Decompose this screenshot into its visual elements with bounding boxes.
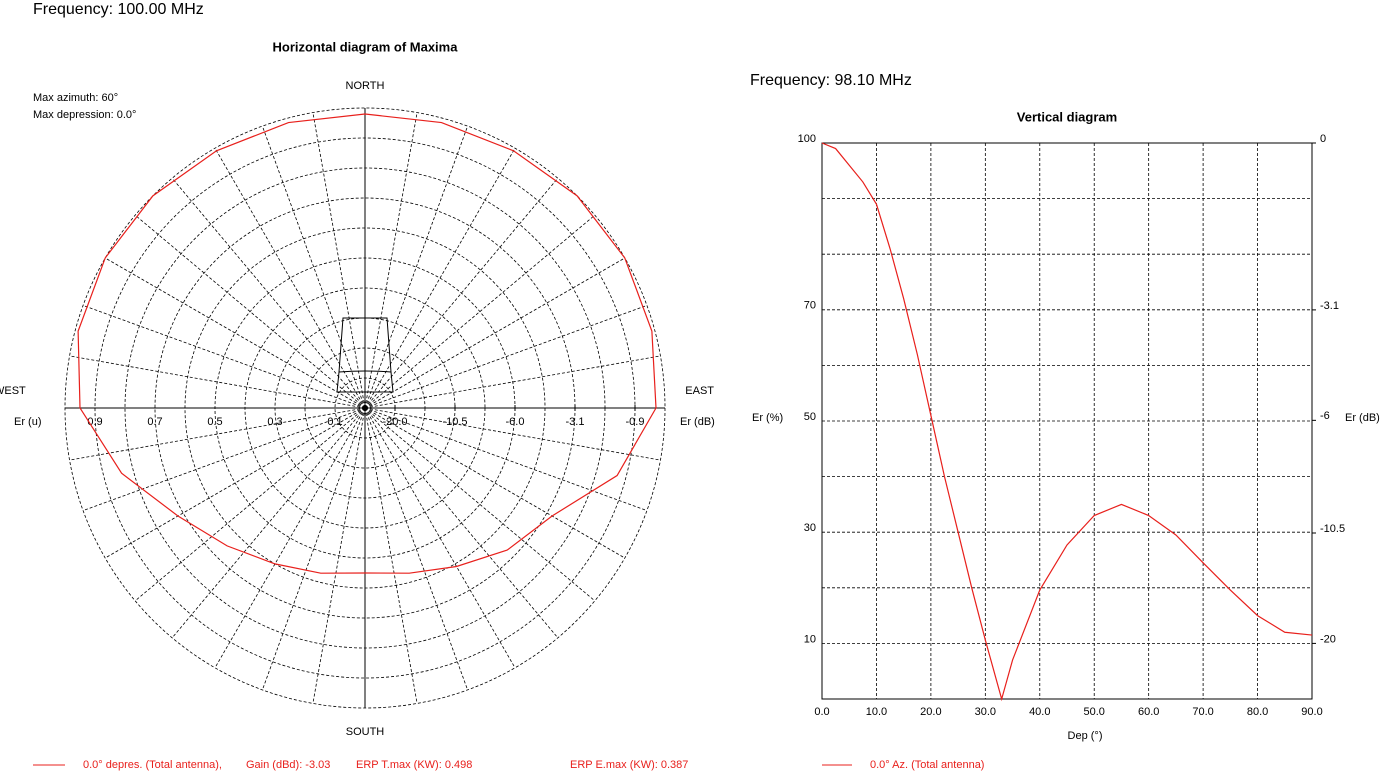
- series-line: [821, 142, 1313, 702]
- angle-grid-line: [364, 407, 468, 691]
- r-tick-label: 0.3: [267, 416, 282, 428]
- x-tick-label: 40.0: [1029, 706, 1050, 718]
- annotation: Max azimuth: 60°: [33, 92, 118, 104]
- chart-title: Horizontal diagram of Maxima: [273, 39, 459, 54]
- angle-grid-line: [69, 407, 366, 461]
- r-tick-label: -6.0: [506, 416, 525, 428]
- r-tick-label: -3.1: [566, 416, 585, 428]
- angle-grid-line: [82, 305, 366, 409]
- y2-tick-label: 0: [1320, 133, 1326, 145]
- angle-grid-line: [104, 257, 366, 409]
- x-tick-label: 70.0: [1192, 706, 1213, 718]
- x-tick-label: 10.0: [866, 706, 887, 718]
- axis-label: Er (dB): [1345, 412, 1380, 424]
- direction: SOUTH: [346, 726, 385, 738]
- y2-tick-label: -20: [1320, 633, 1336, 645]
- footer: Gain (dBd): -3.03: [246, 759, 330, 771]
- y-tick-label: 10: [804, 633, 816, 645]
- r-tick-label: -0.9: [626, 416, 645, 428]
- r-tick-label: 0.5: [207, 416, 222, 428]
- angle-grid-line: [214, 407, 366, 669]
- x-tick-label: 0.0: [814, 706, 829, 718]
- legend-label: 0.0° depres. (Total antenna),: [83, 759, 222, 771]
- r-tick-label: -20.0: [382, 416, 407, 428]
- angle-grid-line: [364, 125, 468, 409]
- chart-title: Vertical diagram: [1017, 109, 1117, 124]
- direction: WEST: [0, 385, 26, 397]
- y2-tick-label: -6: [1320, 410, 1330, 422]
- footer: ERP T.max (KW): 0.498: [356, 759, 472, 771]
- x-tick-label: 20.0: [920, 706, 941, 718]
- pattern-line: [77, 113, 657, 574]
- direction: EAST: [685, 385, 714, 397]
- footer: ERP E.max (KW): 0.387: [570, 759, 688, 771]
- heading: Frequency: 100.00 MHz: [33, 1, 204, 18]
- angle-grid-line: [82, 407, 366, 511]
- angle-grid-line: [364, 305, 648, 409]
- axis-label: Dep (°): [1068, 730, 1103, 742]
- r-tick-label: -10.5: [442, 416, 467, 428]
- angle-grid-line: [364, 257, 626, 409]
- legend-label: 0.0° Az. (Total antenna): [870, 759, 984, 771]
- x-tick-label: 30.0: [975, 706, 996, 718]
- heading: Frequency: 98.10 MHz: [750, 72, 912, 89]
- axis-label: Er (dB): [680, 416, 715, 428]
- x-tick-label: 50.0: [1084, 706, 1105, 718]
- y-tick-label: 50: [804, 411, 816, 423]
- direction: NORTH: [346, 80, 385, 92]
- x-tick-label: 60.0: [1138, 706, 1159, 718]
- axis-label: Er (u): [14, 416, 42, 428]
- y2-tick-label: -3.1: [1320, 300, 1339, 312]
- angle-grid-line: [364, 407, 626, 559]
- x-tick-label: 90.0: [1301, 706, 1322, 718]
- angle-grid-line: [364, 407, 596, 602]
- annotation: Max depression: 0.0°: [33, 109, 136, 121]
- r-tick-label: 0.7: [147, 416, 162, 428]
- r-tick-label: 0.1: [327, 416, 342, 428]
- y-tick-label: 100: [798, 133, 816, 145]
- angle-grid-line: [262, 125, 366, 409]
- x-tick-label: 80.0: [1247, 706, 1268, 718]
- axis-label: Er (%): [752, 412, 783, 424]
- y-tick-label: 30: [804, 522, 816, 534]
- angle-grid-line: [364, 407, 418, 704]
- plot-frame: [821, 142, 1313, 700]
- y-tick-label: 70: [804, 300, 816, 312]
- angle-grid-line: [214, 147, 366, 409]
- r-tick-label: 0.9: [87, 416, 102, 428]
- y2-tick-label: -10.5: [1320, 523, 1345, 535]
